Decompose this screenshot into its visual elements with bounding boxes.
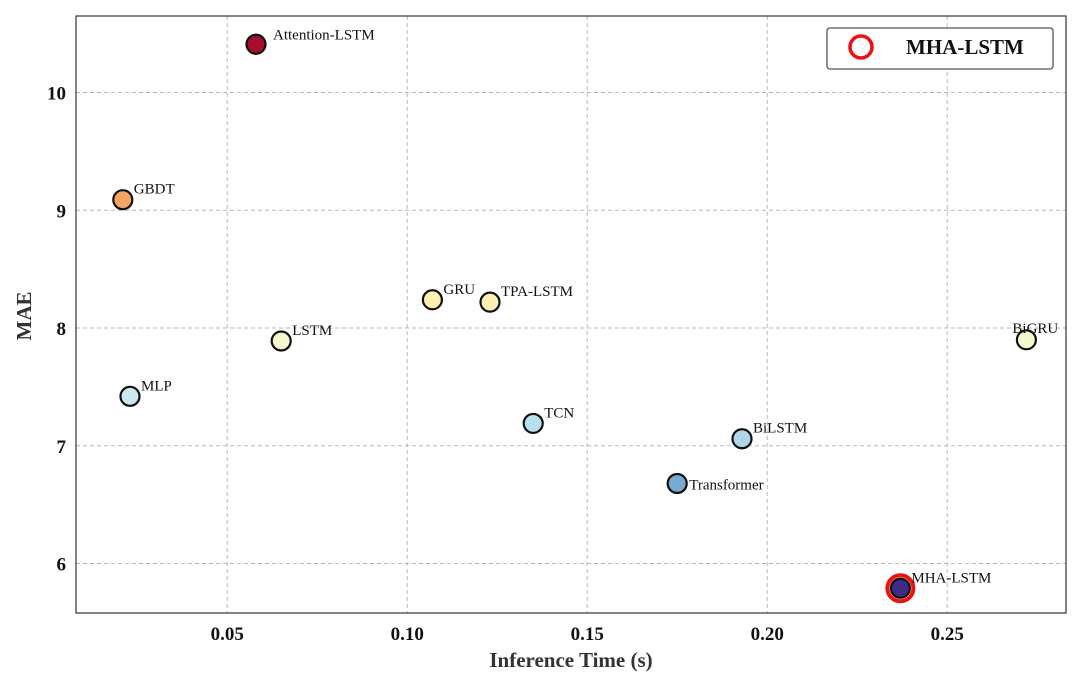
point-mha-lstm	[889, 577, 912, 599]
point-label-lstm: LSTM	[292, 323, 332, 339]
x-tick-label: 0.05	[211, 624, 244, 645]
x-axis-title: Inference Time (s)	[489, 648, 652, 672]
point-label-attention-lstm: Attention-LSTM	[273, 27, 375, 43]
point-transformer	[666, 472, 688, 495]
point-label-transformer: Transformer	[689, 477, 763, 493]
point-attention-lstm	[245, 33, 267, 55]
legend-marker-hollow-circle	[848, 34, 874, 60]
y-tick-label: 9	[57, 201, 67, 222]
x-tick-label: 0.15	[571, 624, 604, 645]
y-tick-label: 10	[47, 84, 66, 105]
point-labels: Attention-LSTM GBDT GRU TPA-LSTM LSTM BiGRU ML…	[134, 27, 1059, 586]
grid-lines	[76, 16, 1066, 613]
data-points	[112, 33, 1038, 604]
legend-label: MHA-LSTM	[906, 35, 1024, 59]
y-axis-ticks: 6 7 8 9 10	[47, 84, 67, 576]
point-label-tpa-lstm: TPA-LSTM	[501, 284, 573, 300]
plot-frame	[75, 15, 1067, 614]
point-label-gru: GRU	[443, 282, 475, 298]
point-bigru	[1015, 329, 1038, 351]
point-highlight-ring-mha-lstm	[885, 573, 916, 604]
point-label-bigru: BiGRU	[1012, 321, 1058, 337]
y-tick-label: 7	[57, 437, 67, 458]
legend: MHA-LSTM	[826, 27, 1054, 70]
point-label-gbdt: GBDT	[134, 182, 175, 198]
point-tcn	[522, 412, 544, 435]
point-gru	[421, 289, 443, 311]
y-tick-label: 8	[57, 319, 67, 340]
point-label-tcn: TCN	[544, 405, 574, 421]
legend-box	[826, 27, 1054, 70]
x-tick-label: 0.20	[751, 624, 784, 645]
point-lstm	[270, 330, 292, 352]
point-gbdt	[112, 189, 134, 211]
x-tick-label: 0.25	[931, 624, 964, 645]
y-tick-label: 6	[57, 555, 67, 576]
point-mlp	[119, 385, 141, 407]
x-axis-ticks: 0.05 0.10 0.15 0.20 0.25	[211, 624, 964, 645]
point-tpa-lstm	[479, 291, 501, 313]
point-label-mlp: MLP	[141, 378, 172, 394]
point-bilstm	[731, 428, 753, 450]
x-tick-label: 0.10	[391, 624, 424, 645]
point-label-mha-lstm: MHA-LSTM	[911, 570, 991, 586]
point-label-bilstm: BiLSTM	[753, 421, 807, 437]
y-axis-title: MAE	[12, 292, 36, 341]
